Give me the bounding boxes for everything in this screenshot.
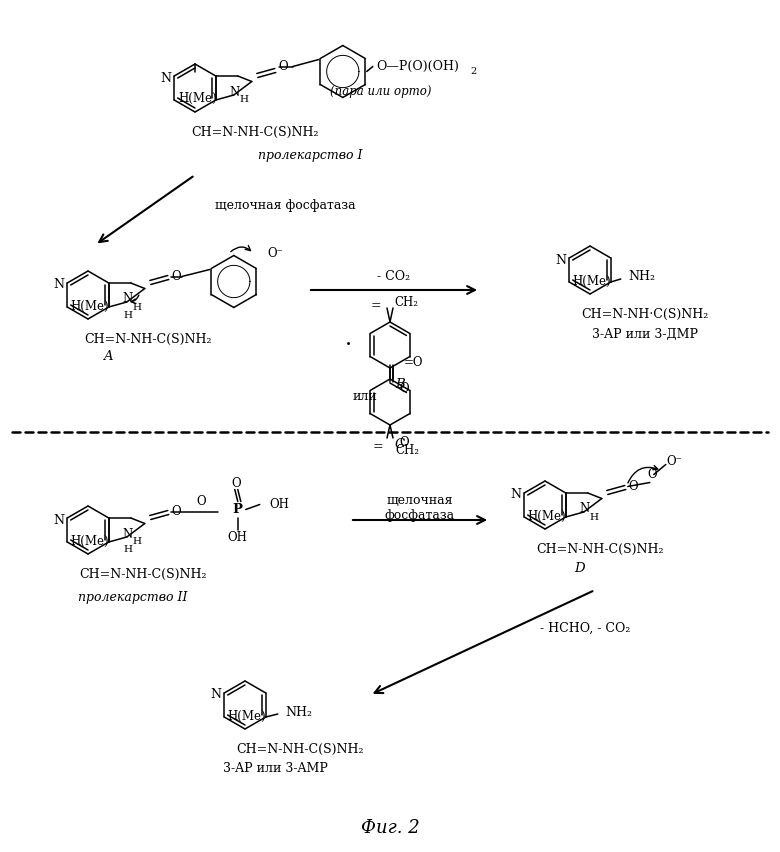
Text: или: или	[353, 390, 378, 404]
Text: CH=N-NH·C(S)NH₂: CH=N-NH·C(S)NH₂	[581, 308, 708, 320]
Text: пролекарство II: пролекарство II	[78, 591, 187, 605]
Text: N: N	[580, 503, 590, 515]
Text: H(Me): H(Me)	[71, 300, 109, 313]
Text: =: =	[370, 300, 381, 313]
Text: N: N	[211, 688, 222, 701]
Text: N: N	[122, 292, 133, 306]
Text: B: B	[395, 378, 405, 392]
Text: H: H	[123, 310, 133, 320]
Text: 3-AP или 3-ДМР: 3-AP или 3-ДМР	[592, 327, 698, 341]
Text: CH=N-NH-C(S)NH₂: CH=N-NH-C(S)NH₂	[84, 332, 211, 346]
Text: N: N	[511, 488, 522, 502]
Text: H(Me): H(Me)	[573, 274, 612, 287]
Text: N: N	[555, 254, 567, 267]
Text: ·: ·	[345, 334, 352, 356]
Text: CH=N-NH-C(S)NH₂: CH=N-NH-C(S)NH₂	[191, 125, 319, 139]
Text: 3-AP или 3-AMP: 3-AP или 3-AMP	[222, 763, 328, 775]
Text: пролекарство I: пролекарство I	[257, 148, 362, 162]
Text: H(Me): H(Me)	[71, 534, 109, 548]
Text: щелочная: щелочная	[387, 493, 453, 506]
Text: фосфатаза: фосфатаза	[385, 509, 455, 521]
Text: H(Me): H(Me)	[179, 91, 218, 105]
Text: O: O	[399, 382, 409, 394]
Text: O: O	[628, 480, 637, 493]
Text: NH₂: NH₂	[629, 270, 656, 284]
Text: H: H	[239, 95, 248, 105]
Text: O: O	[196, 495, 206, 508]
Text: (пара или орто): (пара или орто)	[330, 85, 431, 98]
Text: C: C	[395, 437, 405, 451]
Text: OH: OH	[228, 531, 248, 544]
Text: N: N	[54, 279, 65, 291]
Text: O: O	[278, 60, 288, 73]
Text: O: O	[171, 270, 181, 283]
Text: CH=N-NH-C(S)NH₂: CH=N-NH-C(S)NH₂	[537, 543, 664, 556]
Text: D: D	[575, 562, 585, 575]
Text: O: O	[231, 477, 240, 490]
Text: H: H	[133, 538, 141, 546]
Text: CH₂: CH₂	[394, 296, 418, 308]
Text: O: O	[171, 505, 181, 518]
Text: A: A	[103, 350, 113, 364]
Text: OH: OH	[270, 498, 289, 511]
Text: N: N	[54, 514, 65, 527]
Text: H(Me): H(Me)	[528, 509, 566, 522]
Text: H(Me): H(Me)	[228, 710, 266, 722]
Text: O⁻: O⁻	[268, 247, 284, 260]
Text: O: O	[647, 468, 657, 481]
Text: H: H	[133, 302, 141, 312]
Text: N: N	[229, 85, 240, 99]
Text: - CO₂: - CO₂	[378, 269, 410, 283]
Text: - HCHO, - CO₂: - HCHO, - CO₂	[540, 621, 630, 635]
Text: CH=N-NH-C(S)NH₂: CH=N-NH-C(S)NH₂	[80, 567, 207, 580]
Text: Фиг. 2: Фиг. 2	[360, 819, 420, 837]
Text: NH₂: NH₂	[285, 705, 313, 718]
Text: =: =	[373, 440, 383, 453]
Text: щелочная фосфатаза: щелочная фосфатаза	[215, 199, 356, 211]
Text: H: H	[123, 545, 133, 555]
Text: =O: =O	[404, 356, 424, 370]
Text: H: H	[589, 513, 598, 521]
Text: O⁻: O⁻	[667, 455, 682, 468]
Text: CH₂: CH₂	[395, 445, 419, 458]
Text: O: O	[399, 436, 409, 450]
Text: O—P(O)(OH): O—P(O)(OH)	[376, 60, 459, 73]
Text: 2: 2	[471, 67, 477, 76]
Text: N: N	[122, 527, 133, 540]
Text: P: P	[232, 503, 243, 516]
Text: N: N	[161, 72, 172, 84]
Text: CH=N-NH-C(S)NH₂: CH=N-NH-C(S)NH₂	[236, 742, 363, 756]
